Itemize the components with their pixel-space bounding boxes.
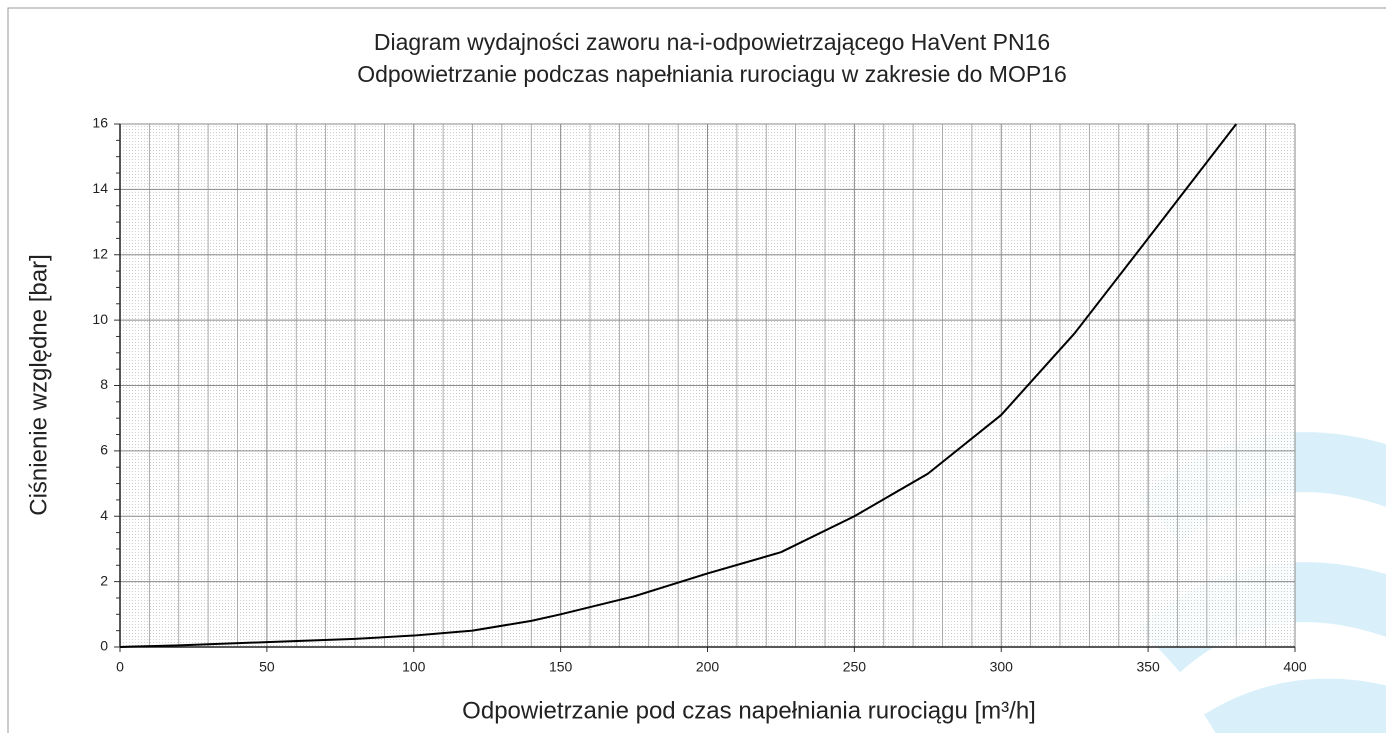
x-tick-label: 100 — [402, 659, 426, 675]
chart: Diagram wydajności zaworu na-i-odpowietr… — [0, 0, 1386, 733]
x-tick-label: 300 — [990, 659, 1014, 675]
x-tick-label: 350 — [1136, 659, 1160, 675]
page: {"chart_data": { "type": "line", "title"… — [0, 0, 1386, 733]
x-tick-label: 50 — [259, 659, 275, 675]
chart-title: Diagram wydajności zaworu na-i-odpowietr… — [374, 29, 1050, 55]
x-tick-label: 200 — [696, 659, 720, 675]
y-tick-label: 16 — [92, 115, 108, 131]
y-tick-label: 10 — [92, 311, 108, 327]
x-tick-label: 150 — [549, 659, 573, 675]
y-tick-label: 14 — [92, 180, 108, 196]
y-tick-label: 12 — [92, 245, 108, 261]
y-tick-label: 2 — [100, 572, 108, 588]
x-tick-label: 0 — [116, 659, 124, 675]
x-tick-label: 250 — [843, 659, 867, 675]
y-tick-label: 0 — [100, 638, 108, 654]
y-tick-label: 4 — [100, 507, 108, 523]
x-tick-label: 400 — [1283, 659, 1307, 675]
x-axis-label: Odpowietrzanie pod czas napełniania ruro… — [462, 697, 1036, 724]
decor-arc — [1220, 709, 1386, 733]
chart-subtitle: Odpowietrzanie podczas napełniania ruroc… — [357, 61, 1067, 87]
y-tick-label: 6 — [100, 442, 108, 458]
y-axis-label: Ciśnienie względne [bar] — [25, 254, 52, 515]
y-tick-label: 8 — [100, 376, 108, 392]
